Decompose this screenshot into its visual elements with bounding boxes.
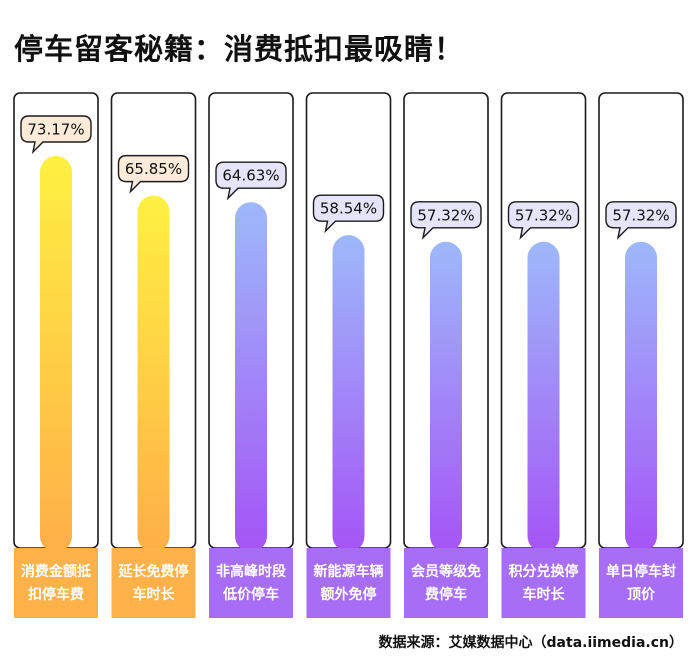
value-label: 57.32% xyxy=(417,206,474,224)
value-label: 57.32% xyxy=(612,206,669,224)
category-label: 顶价 xyxy=(627,587,656,603)
chart-title: 停车留客秘籍：消费抵扣最吸睛！ xyxy=(14,32,465,66)
category-label-bg xyxy=(111,548,196,618)
category-label-bg xyxy=(306,548,391,618)
value-bubble xyxy=(215,161,287,201)
value-bubble xyxy=(507,201,580,240)
category-label: 新能源车辆 xyxy=(314,563,384,580)
value-label: 57.32% xyxy=(515,206,572,224)
value-label: 73.17% xyxy=(27,121,84,139)
category-label-bg xyxy=(404,548,488,618)
category-label: 低价停车 xyxy=(222,586,279,603)
category-label: 车时长 xyxy=(523,586,566,603)
category-label: 扣停车费 xyxy=(28,586,84,603)
bar xyxy=(235,202,267,553)
value-bubble xyxy=(410,201,482,240)
category-label: 车时长 xyxy=(133,586,176,603)
value-label: 65.85% xyxy=(125,160,182,178)
bar xyxy=(430,241,462,552)
data-source: 数据来源：艾媒数据中心（data.iimedia.cn） xyxy=(378,635,683,651)
category-label: 消费金额抵 xyxy=(21,563,91,580)
bar xyxy=(40,156,72,552)
value-bubble xyxy=(312,194,385,234)
category-label: 单日停车封 xyxy=(606,563,676,580)
value-bubble xyxy=(605,201,677,240)
category-label-bg xyxy=(599,548,683,618)
category-label-bg xyxy=(209,548,293,618)
value-bubble xyxy=(117,154,190,194)
category-label: 延长免费停 xyxy=(118,563,189,580)
category-label-bg xyxy=(501,548,586,618)
category-label: 积分兑换停 xyxy=(509,563,579,580)
value-label: 64.63% xyxy=(222,167,279,185)
value-bubble xyxy=(20,115,92,155)
category-label: 额外免停 xyxy=(321,586,377,603)
bar xyxy=(625,241,657,552)
category-label: 费停车 xyxy=(425,586,467,603)
category-label-bg xyxy=(14,548,98,618)
category-label: 非高峰时段 xyxy=(216,563,286,580)
bar xyxy=(137,195,170,552)
bar xyxy=(332,235,365,552)
value-label: 58.54% xyxy=(320,200,377,218)
bar xyxy=(527,241,560,552)
category-label: 会员等级免 xyxy=(411,563,481,580)
